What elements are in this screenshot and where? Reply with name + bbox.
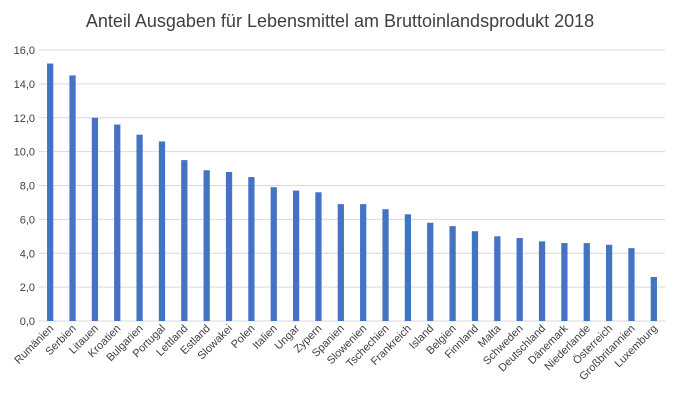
y-tick-label: 8,0 — [20, 181, 35, 193]
bar-2 — [91, 117, 99, 321]
bar-6 — [181, 160, 188, 321]
bar-15 — [382, 209, 389, 321]
bar-9 — [248, 177, 255, 321]
y-tick-label: 4,0 — [20, 248, 35, 260]
bar-23 — [561, 243, 568, 321]
bar-26 — [628, 248, 635, 321]
bar-24 — [583, 243, 590, 321]
bar-1 — [69, 75, 76, 321]
bar-13 — [337, 204, 344, 321]
bar-11 — [292, 190, 300, 321]
bar-12 — [315, 192, 322, 321]
x-axis-ticks: RumänienSerbienLitauenKroatienBulgarienP… — [12, 322, 660, 383]
y-tick-label: 2,0 — [20, 282, 35, 294]
bar-22 — [538, 241, 546, 321]
bar-27 — [650, 276, 657, 321]
gridlines — [39, 49, 665, 322]
bar-21 — [516, 238, 523, 321]
bar-10 — [270, 187, 277, 321]
bar-20 — [494, 236, 501, 321]
bar-7 — [203, 170, 210, 321]
y-axis-ticks: 0,0 2,0 4,0 6,0 8,0 10,0 12,0 14,0 16,0 — [14, 45, 35, 328]
bar-5 — [158, 141, 166, 321]
bar-8 — [225, 171, 233, 321]
bar-4 — [136, 134, 143, 321]
y-tick-label: 6,0 — [20, 214, 35, 226]
y-tick-label: 12,0 — [14, 113, 35, 125]
y-tick-label: 10,0 — [14, 147, 35, 159]
bar-0 — [47, 63, 54, 322]
bar-17 — [427, 222, 434, 321]
chart-title: Anteil Ausgaben für Lebensmittel am Brut… — [86, 11, 594, 31]
y-tick-label: 0,0 — [20, 316, 35, 328]
bars — [47, 63, 657, 322]
y-tick-label: 14,0 — [14, 79, 35, 91]
bar-14 — [360, 204, 367, 321]
bar-3 — [114, 124, 121, 322]
bar-25 — [605, 244, 613, 321]
bar-18 — [449, 226, 456, 321]
bar-19 — [471, 231, 479, 321]
y-tick-label: 16,0 — [14, 45, 35, 57]
bar-16 — [404, 214, 412, 321]
